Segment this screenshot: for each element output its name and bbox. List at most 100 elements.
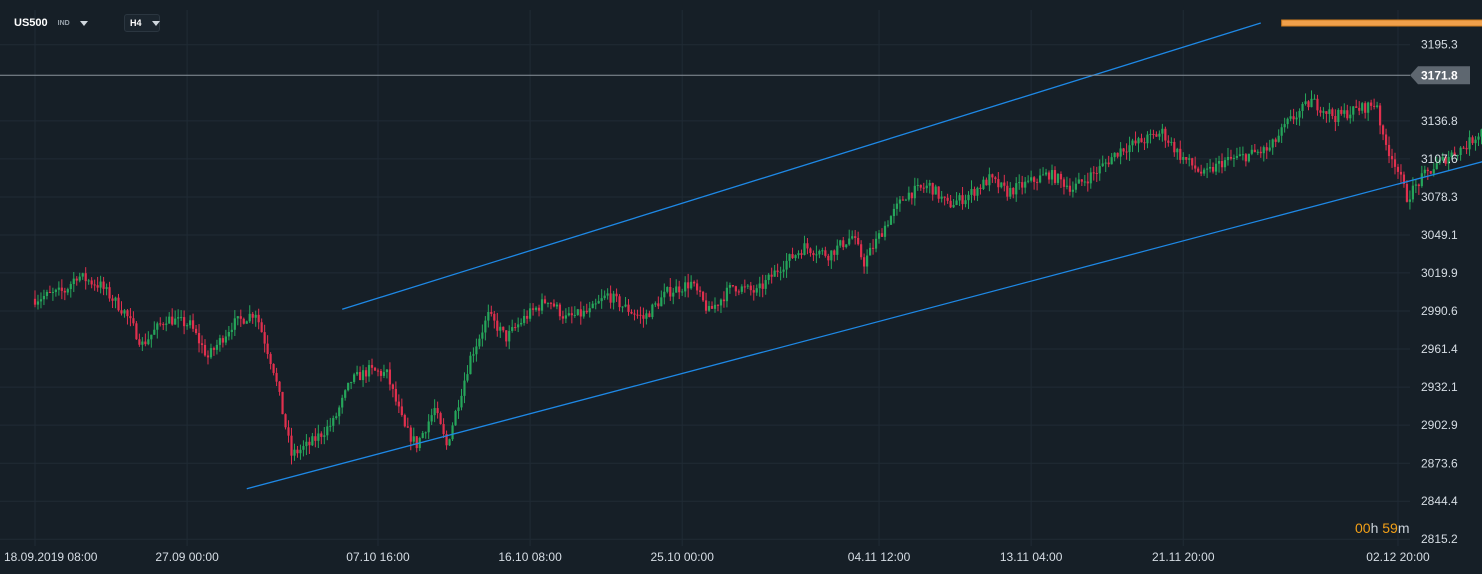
candle-body	[1471, 137, 1474, 144]
candle-body	[505, 330, 508, 342]
candle-body	[523, 315, 526, 323]
time-tick-label: 27.09 00:00	[155, 550, 219, 564]
candle-body	[263, 332, 266, 344]
candle-body	[1447, 157, 1450, 164]
candle-body	[892, 208, 896, 217]
candle-body	[424, 432, 427, 434]
resistance-zone[interactable]	[1281, 19, 1482, 27]
chevron-down-icon	[151, 20, 160, 26]
candle-body	[1021, 182, 1024, 188]
candle-body	[412, 436, 415, 442]
timeframe-label: H4	[130, 18, 142, 28]
candle-body	[800, 253, 803, 255]
candle-body	[96, 285, 99, 288]
candle-body	[931, 182, 934, 195]
price-tick-label: 3195.3	[1421, 38, 1458, 52]
candle-body	[129, 316, 132, 319]
candle-body	[251, 313, 254, 318]
candle-body	[1420, 173, 1423, 187]
candle-body	[737, 291, 740, 293]
candle-body	[693, 281, 696, 284]
trend-line[interactable]	[341, 22, 1261, 310]
candle-body	[296, 449, 299, 454]
candle-body	[576, 309, 579, 315]
timeframe-selector[interactable]: H4	[124, 14, 160, 32]
candle-body	[889, 216, 893, 225]
candle-body	[197, 333, 201, 344]
candle-body	[1149, 133, 1152, 135]
candle-body	[1256, 151, 1259, 153]
candle-body	[836, 245, 839, 255]
candle-body	[883, 225, 887, 237]
candle-body	[1191, 158, 1194, 166]
time-tick-label: 02.12 20:00	[1366, 550, 1430, 564]
candle-body	[1092, 172, 1095, 174]
candle-body	[48, 291, 52, 293]
candle-body	[1050, 170, 1054, 180]
candle-body	[687, 282, 690, 289]
candle-body	[1405, 183, 1409, 202]
candle-body	[1030, 177, 1033, 181]
candle-body	[388, 369, 392, 385]
candle-body	[740, 286, 743, 292]
candle-body	[761, 283, 764, 289]
candle-body	[358, 372, 362, 381]
candle-body	[877, 233, 881, 239]
current-price-badge	[1410, 66, 1470, 85]
countdown-hours-unit: h	[1370, 520, 1379, 536]
candle-body	[615, 293, 618, 297]
candle-body	[376, 370, 380, 372]
time-tick-label: 25.10 00:00	[650, 550, 714, 564]
candle-body	[188, 320, 192, 326]
candle-body	[567, 313, 570, 316]
countdown-hours: 00	[1355, 520, 1371, 536]
candle-body	[654, 303, 657, 305]
trend-line[interactable]	[246, 119, 1482, 490]
candle-body	[588, 308, 591, 313]
candle-body	[1373, 105, 1376, 107]
candle-body	[1009, 187, 1012, 197]
candle-body	[57, 287, 60, 290]
price-tick-label: 2932.1	[1421, 380, 1458, 394]
price-tick-label: 2873.6	[1421, 456, 1458, 470]
candle-body	[621, 306, 624, 308]
candle-body	[385, 369, 389, 373]
chevron-down-icon	[79, 20, 88, 26]
symbol-selector[interactable]: US500 IND	[14, 12, 88, 34]
candle-body	[364, 370, 368, 377]
time-axis[interactable]: 18.09.2019 08:00 27.09 00:00 07.10 16:00 16…	[4, 550, 1482, 564]
price-axis[interactable]: 3195.3 3136.8 3107.6 3078.3 3049.1 3019.9 2990…	[1410, 38, 1470, 546]
candle-body	[1065, 185, 1069, 187]
candle-body	[696, 283, 699, 291]
candle-body	[874, 238, 878, 249]
candle-body	[681, 291, 684, 293]
candle-body	[1355, 106, 1358, 108]
candle-body	[767, 274, 770, 281]
candle-body	[239, 316, 242, 319]
candle-body	[1125, 151, 1128, 153]
candle-body	[1024, 181, 1027, 188]
candle-body	[1441, 156, 1444, 160]
candle-body	[314, 436, 317, 441]
candle-body	[1047, 172, 1051, 180]
candle-body	[1143, 142, 1146, 144]
candle-body	[194, 328, 198, 334]
candle-body	[496, 320, 499, 331]
candle-body	[1376, 105, 1379, 107]
candle-body	[764, 280, 767, 289]
time-tick-label: 13.11 04:00	[1000, 550, 1063, 564]
candle-body	[1223, 160, 1227, 168]
candle-body	[1423, 169, 1426, 174]
price-tick-label: 2961.4	[1421, 342, 1458, 356]
candle-body	[1307, 101, 1310, 108]
candle-body	[1185, 157, 1188, 160]
candle-body	[1203, 169, 1206, 174]
countdown-minutes-unit: m	[1397, 520, 1410, 536]
candle-body	[1041, 174, 1045, 176]
candle-body	[117, 297, 120, 311]
candle-body	[910, 192, 913, 199]
candle-body	[150, 334, 153, 340]
candle-body	[475, 346, 478, 355]
candle-body	[186, 325, 189, 327]
